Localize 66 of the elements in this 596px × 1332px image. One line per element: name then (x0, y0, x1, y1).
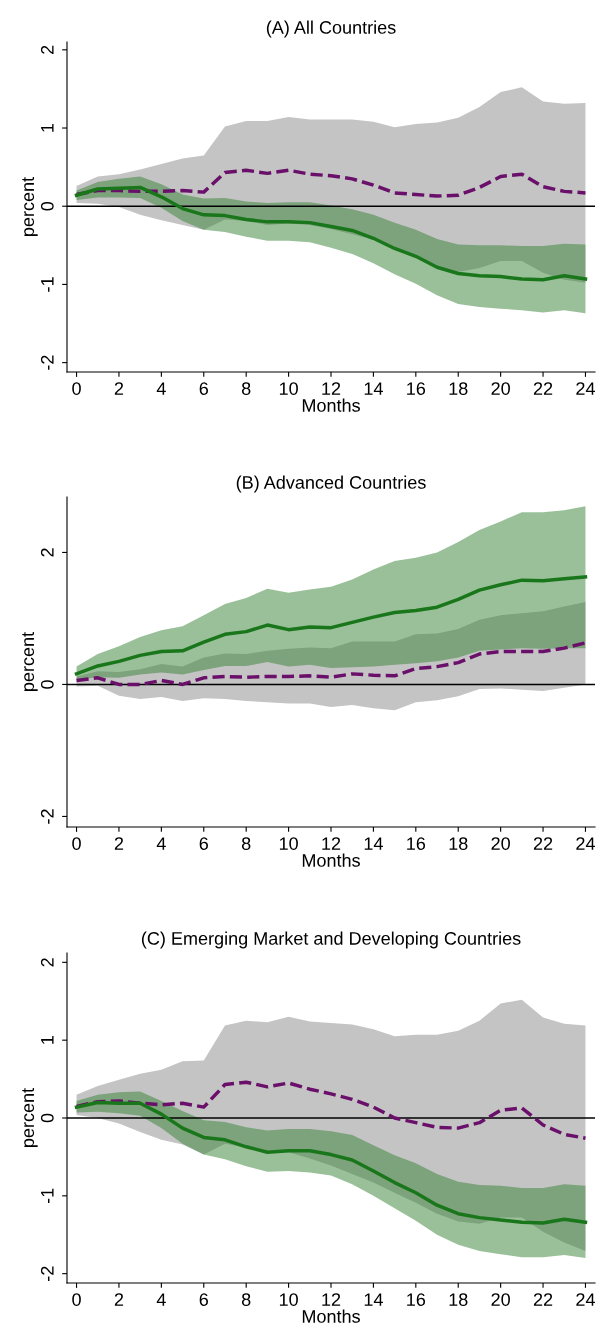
x-tick-label: 10 (279, 382, 298, 395)
y-tick-label: -1 (41, 277, 54, 292)
chart-title: (A) All Countries (266, 20, 396, 38)
y-tick-label: -2 (40, 1266, 54, 1281)
x-tick-label: 0 (72, 382, 81, 395)
x-tick-label: 0 (72, 1293, 81, 1306)
x-tick-label: 18 (449, 382, 468, 395)
chart-title: (B) Advanced Countries (236, 475, 426, 493)
x-tick-label: 4 (156, 382, 166, 395)
x-axis-title: Months (302, 398, 360, 412)
line-series (74, 641, 588, 687)
x-tick-label: 14 (364, 382, 383, 395)
x-tick-label: 22 (533, 382, 553, 395)
x-tick-label: 0 (72, 837, 81, 850)
x-tick-label: 24 (576, 1293, 595, 1306)
x-tick-label: 16 (407, 837, 426, 850)
x-tick-label: 10 (279, 1293, 298, 1306)
x-tick-label: 14 (364, 837, 383, 850)
x-tick-label: 8 (241, 1293, 251, 1306)
x-tick-label: 20 (491, 382, 510, 395)
x-tick-label: 4 (156, 1293, 166, 1306)
y-tick-label: -2 (40, 809, 54, 824)
x-tick-label: 6 (199, 837, 208, 850)
chart-title: (C) Emerging Market and Developing Countries (141, 931, 521, 949)
x-tick-label: 14 (364, 1293, 383, 1306)
x-tick-label: 24 (576, 837, 595, 850)
x-tick-label: 2 (114, 1293, 124, 1306)
x-axis-title: Months (302, 853, 360, 867)
x-tick-label: 2 (114, 382, 124, 395)
y-tick-label: -2 (40, 355, 54, 370)
y-tick-label: 2 (40, 45, 54, 54)
x-tick-label: 24 (576, 382, 595, 395)
x-tick-label: 22 (533, 1293, 553, 1306)
y-tick-label: 2 (40, 958, 54, 967)
x-tick-label: 6 (199, 382, 208, 395)
x-tick-label: 8 (241, 382, 251, 395)
y-axis-title: percent (22, 1088, 38, 1147)
y-tick-label: 1 (41, 123, 54, 132)
y-tick-label: 0 (40, 1113, 54, 1123)
y-axis-title: percent (22, 177, 38, 236)
x-tick-label: 8 (241, 837, 251, 850)
y-tick-label: -1 (41, 1188, 54, 1204)
x-tick-label: 20 (491, 837, 510, 850)
line-series (74, 185, 588, 282)
line-series (74, 1100, 588, 1225)
x-tick-label: 12 (322, 382, 341, 395)
y-tick-label: 0 (40, 680, 54, 689)
line-series (74, 1080, 588, 1140)
x-tick-label: 4 (156, 837, 166, 850)
x-tick-label: 16 (407, 1293, 426, 1306)
y-axis-title: percent (22, 632, 38, 691)
x-tick-label: 6 (199, 1293, 208, 1306)
y-tick-label: 1 (41, 1036, 54, 1044)
x-axis-title: Months (302, 1309, 360, 1323)
x-tick-label: 12 (322, 1293, 341, 1306)
x-tick-label: 10 (279, 837, 298, 850)
x-tick-label: 12 (322, 837, 341, 850)
x-tick-label: 22 (533, 837, 553, 850)
x-tick-label: 18 (449, 1293, 468, 1306)
x-tick-label: 2 (114, 837, 124, 850)
y-tick-label: 2 (40, 548, 54, 557)
x-tick-label: 18 (449, 837, 468, 850)
x-tick-label: 20 (491, 1293, 510, 1306)
x-tick-label: 16 (407, 382, 426, 395)
line-series (74, 575, 588, 676)
y-tick-label: 0 (40, 201, 54, 211)
